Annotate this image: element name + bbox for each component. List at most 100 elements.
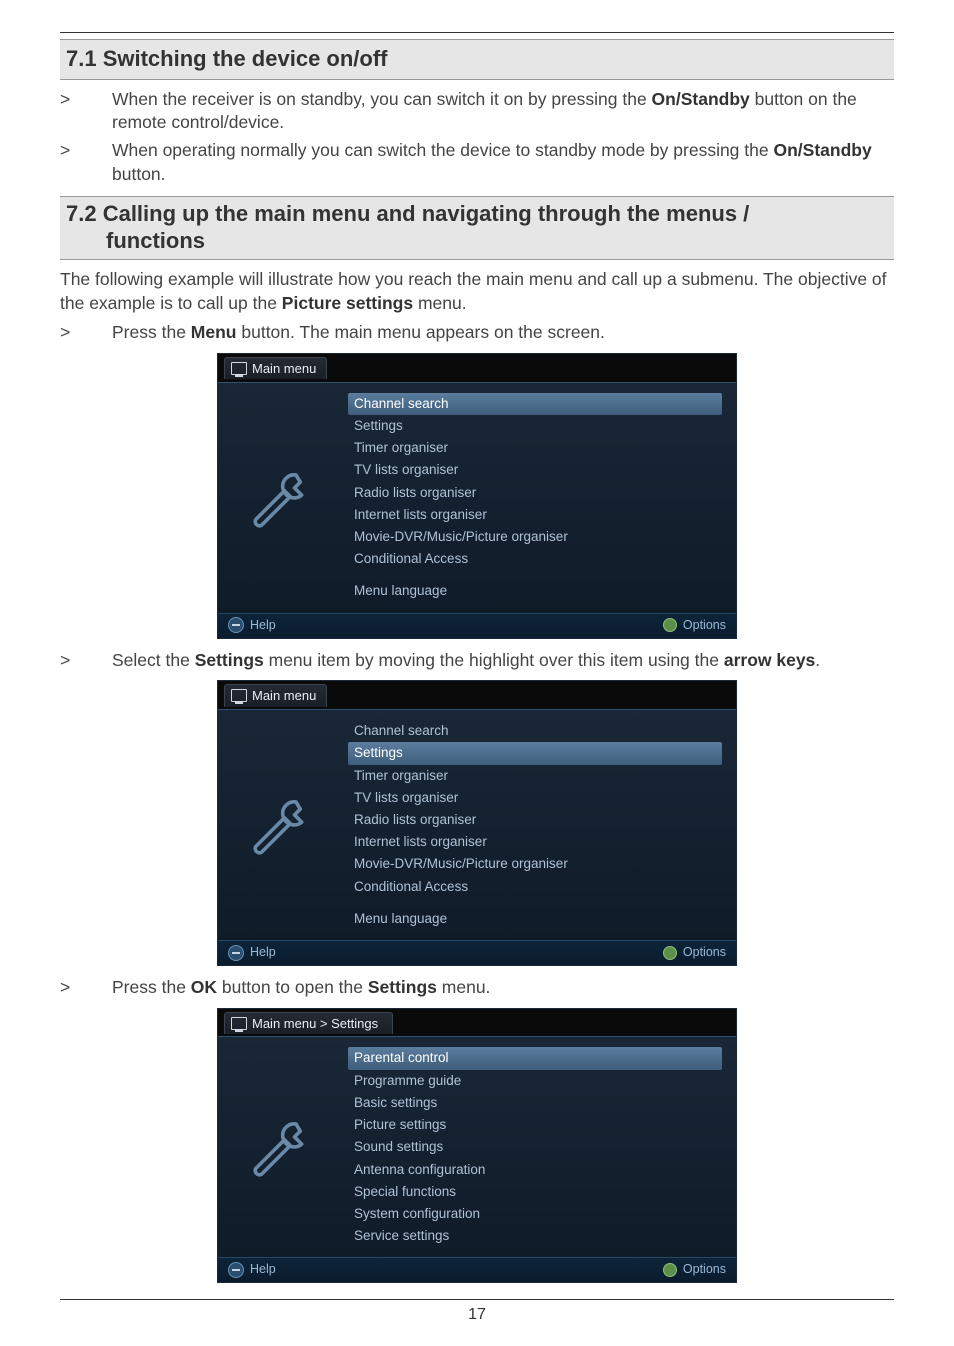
minus-icon [228, 1262, 244, 1278]
bullet-7-1-a: > When the receiver is on standby, you c… [60, 88, 894, 135]
tv-left-icon-area [218, 710, 348, 940]
menu-item-tv-lists[interactable]: TV lists organiser [348, 459, 722, 481]
menu-item-settings[interactable]: Settings [348, 742, 722, 764]
menu-item-programme-guide[interactable]: Programme guide [348, 1070, 722, 1092]
bullet-text: When the receiver is on standby, you can… [112, 88, 894, 135]
tv-footer: Help Options [218, 1257, 736, 1282]
bottom-rule [60, 1299, 894, 1300]
options-dot-icon [663, 618, 677, 632]
footer-options[interactable]: Options [663, 944, 726, 961]
bold-arrow-keys: arrow keys [724, 650, 815, 670]
menu-item-language[interactable]: Menu language [348, 580, 722, 602]
tv-body: Channel search Settings Timer organiser … [218, 709, 736, 940]
menu-item-settings[interactable]: Settings [348, 415, 722, 437]
footer-options[interactable]: Options [663, 1261, 726, 1278]
bold-settings: Settings [195, 650, 264, 670]
menu-item-special-functions[interactable]: Special functions [348, 1181, 722, 1203]
monitor-icon [231, 1017, 247, 1030]
footer-options[interactable]: Options [663, 617, 726, 634]
text: The following example will illustrate ho… [60, 269, 887, 313]
footer-help[interactable]: Help [228, 617, 276, 634]
screenshot-main-menu-1: Main menu Channel search Settings Timer … [60, 353, 894, 639]
text: . [815, 650, 820, 670]
options-label: Options [683, 617, 726, 634]
heading-line2: functions [66, 228, 888, 254]
help-label: Help [250, 617, 276, 634]
tv-left-icon-area [218, 383, 348, 613]
heading-text: 7.2 Calling up the main menu and navigat… [66, 201, 888, 254]
tv-body: Channel search Settings Timer organiser … [218, 382, 736, 613]
tv-tab: Main menu > Settings [224, 1012, 393, 1035]
text: Press the [112, 977, 191, 997]
section-7-2-heading: 7.2 Calling up the main menu and navigat… [60, 196, 894, 260]
bullet-marker: > [60, 649, 112, 673]
menu-item-tv-lists[interactable]: TV lists organiser [348, 787, 722, 809]
tv-footer: Help Options [218, 940, 736, 965]
text: menu. [413, 293, 467, 313]
menu-item-parental-control[interactable]: Parental control [348, 1047, 722, 1069]
menu-item-system-config[interactable]: System configuration [348, 1203, 722, 1225]
screenshot-settings-menu: Main menu > Settings Parental control Pr… [60, 1008, 894, 1284]
menu-item-movie-dvr[interactable]: Movie-DVR/Music/Picture organiser [348, 853, 722, 875]
text: menu item by moving the highlight over t… [264, 650, 724, 670]
bullet-marker: > [60, 321, 112, 345]
bullet-marker: > [60, 976, 112, 1000]
bullet-press-menu: > Press the Menu button. The main menu a… [60, 321, 894, 345]
menu-item-antenna-config[interactable]: Antenna configuration [348, 1159, 722, 1181]
bullet-7-1-b: > When operating normally you can switch… [60, 139, 894, 186]
text: Press the [112, 322, 191, 342]
bold-on-standby: On/Standby [773, 140, 871, 160]
tv-tab: Main menu [224, 357, 327, 380]
menu-item-channel-search[interactable]: Channel search [348, 393, 722, 415]
tv-window: Main menu Channel search Settings Timer … [217, 353, 737, 639]
menu-item-service-settings[interactable]: Service settings [348, 1225, 722, 1247]
footer-help[interactable]: Help [228, 1261, 276, 1278]
menu-item-language[interactable]: Menu language [348, 908, 722, 930]
heading-line1: 7.2 Calling up the main menu and navigat… [66, 201, 749, 226]
menu-item-conditional-access[interactable]: Conditional Access [348, 548, 722, 570]
minus-icon [228, 945, 244, 961]
wrench-icon [247, 789, 319, 861]
menu-item-internet-lists[interactable]: Internet lists organiser [348, 831, 722, 853]
menu-item-movie-dvr[interactable]: Movie-DVR/Music/Picture organiser [348, 526, 722, 548]
bold-settings: Settings [368, 977, 437, 997]
page: 7.1 Switching the device on/off > When t… [0, 0, 954, 1346]
bullet-marker: > [60, 88, 112, 135]
top-rule [60, 32, 894, 33]
tv-title: Main menu [252, 687, 316, 705]
text: button. The main menu appears on the scr… [237, 322, 605, 342]
tv-menu-list: Channel search Settings Timer organiser … [348, 710, 736, 940]
tv-menu-list: Channel search Settings Timer organiser … [348, 383, 736, 613]
wrench-icon [247, 1111, 319, 1183]
options-dot-icon [663, 1263, 677, 1277]
screenshot-main-menu-2: Main menu Channel search Settings Timer … [60, 680, 894, 966]
menu-item-channel-search[interactable]: Channel search [348, 720, 722, 742]
text: Select the [112, 650, 195, 670]
menu-item-timer-organiser[interactable]: Timer organiser [348, 765, 722, 787]
menu-item-radio-lists[interactable]: Radio lists organiser [348, 482, 722, 504]
text: button. [112, 164, 166, 184]
menu-item-radio-lists[interactable]: Radio lists organiser [348, 809, 722, 831]
bullet-marker: > [60, 139, 112, 186]
tv-menu-list: Parental control Programme guide Basic s… [348, 1037, 736, 1257]
text: When the receiver is on standby, you can… [112, 89, 652, 109]
options-label: Options [683, 944, 726, 961]
monitor-icon [231, 689, 247, 702]
bullet-text: When operating normally you can switch t… [112, 139, 894, 186]
tv-title: Main menu [252, 360, 316, 378]
menu-item-picture-settings[interactable]: Picture settings [348, 1114, 722, 1136]
menu-item-timer-organiser[interactable]: Timer organiser [348, 437, 722, 459]
heading-text: 7.1 Switching the device on/off [66, 44, 888, 74]
menu-item-internet-lists[interactable]: Internet lists organiser [348, 504, 722, 526]
text: button to open the [217, 977, 368, 997]
tv-title: Main menu > Settings [252, 1015, 378, 1033]
menu-item-sound-settings[interactable]: Sound settings [348, 1136, 722, 1158]
footer-help[interactable]: Help [228, 944, 276, 961]
menu-item-conditional-access[interactable]: Conditional Access [348, 876, 722, 898]
tv-footer: Help Options [218, 613, 736, 638]
monitor-icon [231, 362, 247, 375]
intro-paragraph: The following example will illustrate ho… [60, 268, 894, 315]
menu-item-basic-settings[interactable]: Basic settings [348, 1092, 722, 1114]
wrench-icon [247, 462, 319, 534]
help-label: Help [250, 944, 276, 961]
